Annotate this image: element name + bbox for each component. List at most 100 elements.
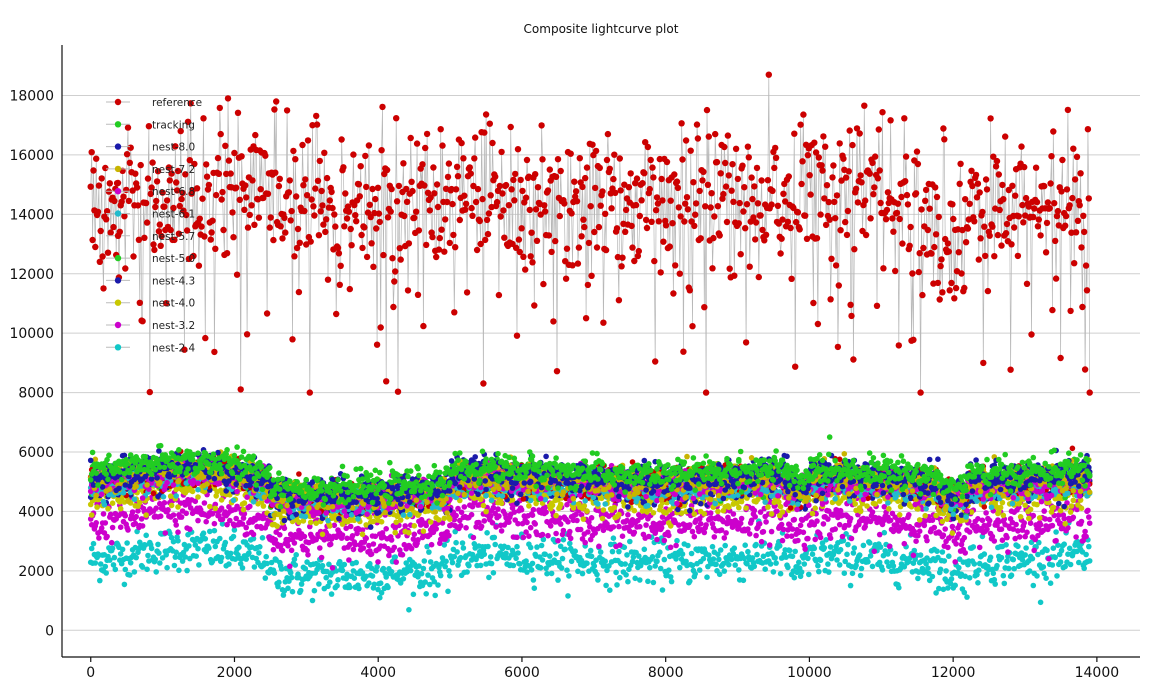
point — [175, 504, 181, 510]
point — [701, 529, 708, 536]
point — [881, 529, 888, 536]
point — [492, 541, 499, 548]
point — [385, 584, 391, 591]
point — [1024, 529, 1030, 536]
point — [592, 530, 598, 536]
point — [224, 521, 230, 528]
point — [406, 607, 412, 613]
point — [749, 555, 756, 561]
point — [184, 567, 190, 574]
point — [738, 515, 745, 522]
point — [700, 555, 707, 562]
point — [523, 558, 529, 564]
point — [998, 526, 1005, 532]
point — [230, 533, 237, 540]
point — [383, 526, 390, 532]
point — [121, 581, 128, 588]
point — [981, 551, 988, 557]
point — [288, 547, 295, 554]
point — [544, 570, 550, 577]
point — [98, 525, 105, 531]
point — [809, 510, 816, 517]
point — [929, 573, 936, 580]
point — [488, 560, 495, 567]
point — [327, 579, 333, 585]
point — [289, 588, 296, 595]
point — [341, 561, 348, 568]
point — [168, 502, 175, 509]
point — [585, 529, 591, 535]
point — [458, 509, 465, 516]
point — [486, 574, 492, 581]
point — [580, 516, 587, 522]
point — [650, 520, 657, 527]
point — [760, 553, 767, 560]
point — [243, 556, 249, 562]
point — [388, 537, 395, 543]
point — [794, 569, 800, 576]
point — [617, 574, 623, 581]
point — [176, 567, 182, 574]
plot-area — [87, 71, 1093, 613]
point — [219, 516, 226, 523]
point — [442, 563, 449, 570]
point — [451, 517, 458, 523]
point — [212, 501, 219, 508]
point — [1076, 559, 1082, 566]
point — [366, 580, 372, 586]
point — [923, 560, 929, 567]
point — [344, 535, 350, 542]
point — [1054, 573, 1060, 579]
point — [378, 519, 385, 525]
point — [654, 536, 660, 543]
point — [452, 528, 459, 535]
point — [231, 527, 238, 533]
point — [661, 537, 668, 544]
point — [397, 580, 404, 586]
point — [375, 559, 381, 565]
point — [1061, 541, 1067, 547]
point — [274, 523, 280, 529]
point — [529, 512, 536, 518]
point — [768, 528, 775, 535]
point — [510, 562, 517, 569]
point — [119, 546, 126, 553]
point — [311, 587, 318, 594]
point — [485, 543, 491, 550]
point — [363, 573, 370, 580]
point — [270, 546, 277, 553]
point — [217, 535, 223, 542]
point — [447, 573, 453, 579]
point — [772, 555, 778, 561]
point — [823, 537, 829, 543]
point — [498, 500, 505, 507]
point — [766, 542, 773, 548]
point — [742, 542, 748, 548]
point — [195, 545, 201, 552]
point — [939, 549, 946, 555]
point — [1000, 572, 1007, 579]
point — [327, 523, 333, 529]
point — [542, 551, 548, 558]
point — [247, 503, 253, 510]
point — [329, 565, 336, 571]
point — [545, 532, 551, 539]
point — [207, 528, 213, 535]
point — [711, 534, 718, 540]
point — [751, 507, 758, 514]
point — [560, 527, 567, 534]
point — [654, 558, 660, 565]
point — [798, 569, 805, 575]
point — [92, 560, 99, 566]
point — [595, 577, 601, 583]
point — [710, 556, 717, 562]
point — [1049, 562, 1056, 568]
point — [480, 502, 487, 509]
point — [183, 510, 189, 517]
point — [886, 506, 892, 512]
point — [568, 558, 575, 565]
point — [901, 540, 908, 547]
point — [991, 538, 998, 544]
point — [657, 549, 663, 555]
point — [408, 545, 415, 552]
